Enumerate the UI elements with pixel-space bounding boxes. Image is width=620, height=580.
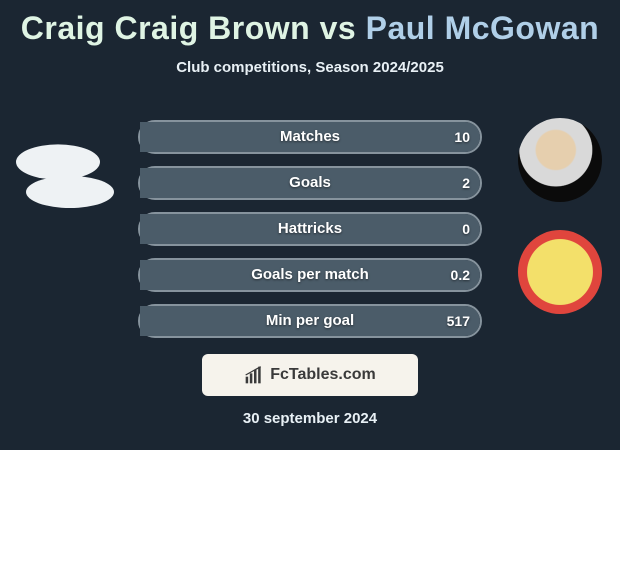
chart-icon bbox=[244, 365, 264, 385]
date-label: 30 september 2024 bbox=[0, 410, 620, 427]
vs-label: vs bbox=[320, 10, 357, 46]
branding-badge: FcTables.com bbox=[202, 354, 418, 396]
player2-avatar bbox=[518, 118, 602, 202]
stats-panel: Matches10 Goals2 Hattricks0 Goals per match… bbox=[138, 120, 482, 350]
subtitle: Club competitions, Season 2024/2025 bbox=[0, 59, 620, 76]
stat-value-right: 10 bbox=[454, 122, 470, 152]
branding-text: FcTables.com bbox=[270, 366, 376, 384]
stat-label: Hattricks bbox=[140, 214, 480, 244]
stat-label: Goals per match bbox=[140, 260, 480, 290]
stat-label: Matches bbox=[140, 122, 480, 152]
comparison-card: Craig Craig Brown vs Paul McGowan Club c… bbox=[0, 0, 620, 450]
player2-name: Paul McGowan bbox=[366, 10, 600, 46]
stat-row: Matches10 bbox=[138, 120, 482, 154]
stat-label: Min per goal bbox=[140, 306, 480, 336]
stat-value-right: 517 bbox=[447, 306, 470, 336]
player1-name: Craig Craig Brown bbox=[21, 10, 310, 46]
player1-club-badge bbox=[26, 176, 114, 208]
stat-label: Goals bbox=[140, 168, 480, 198]
stat-value-right: 2 bbox=[462, 168, 470, 198]
player1-avatar bbox=[16, 144, 100, 179]
player2-club-badge bbox=[518, 230, 602, 314]
stat-value-right: 0 bbox=[462, 214, 470, 244]
stat-row: Hattricks0 bbox=[138, 212, 482, 246]
stat-value-right: 0.2 bbox=[451, 260, 470, 290]
stat-row: Goals2 bbox=[138, 166, 482, 200]
page-title: Craig Craig Brown vs Paul McGowan bbox=[0, 0, 620, 47]
stat-row: Goals per match0.2 bbox=[138, 258, 482, 292]
stat-row: Min per goal517 bbox=[138, 304, 482, 338]
